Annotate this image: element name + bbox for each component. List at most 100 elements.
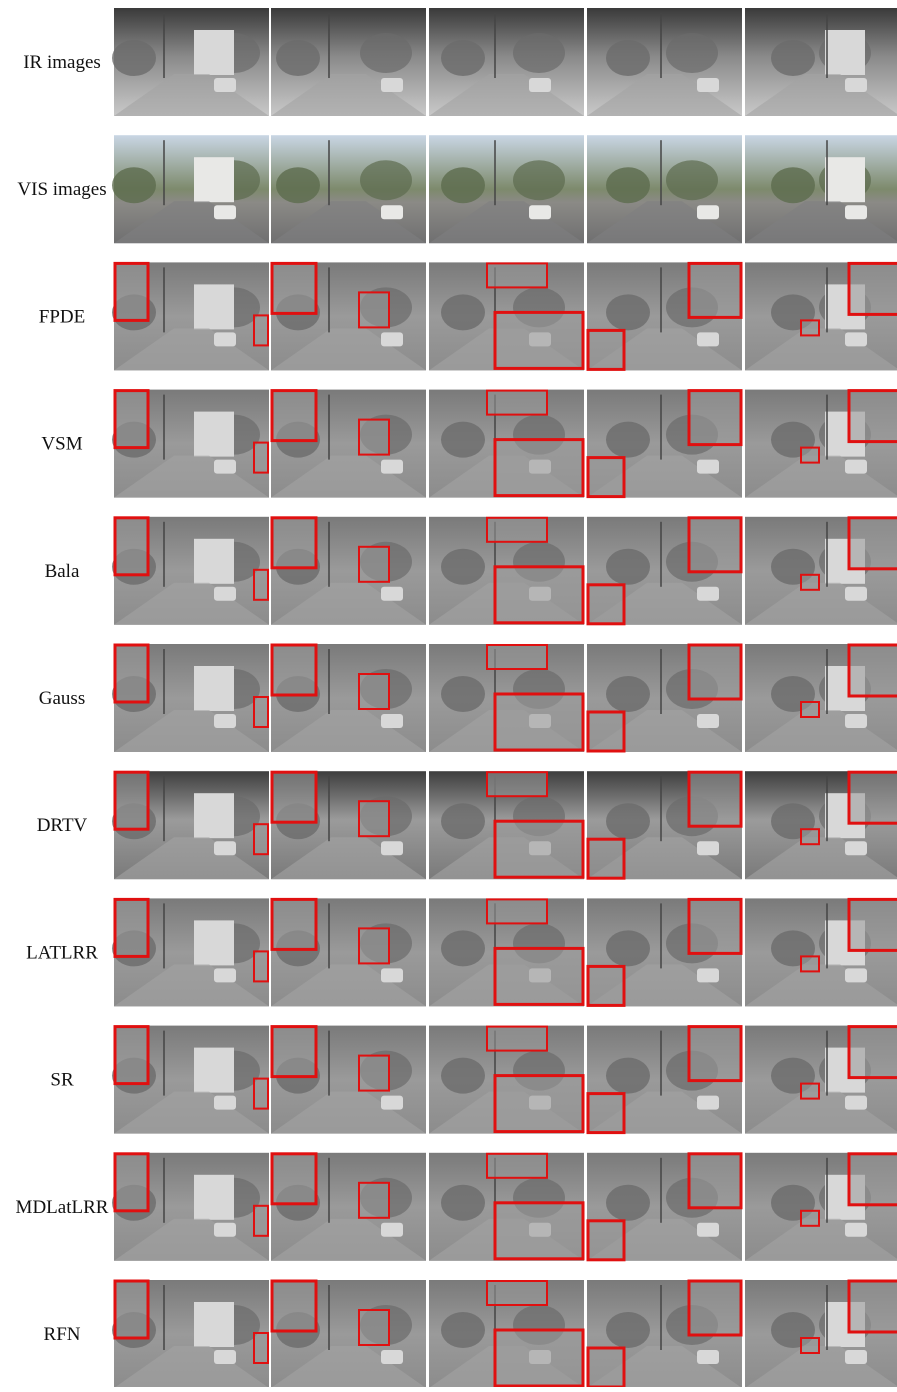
image-panel bbox=[587, 771, 742, 879]
zoom-inset bbox=[359, 674, 389, 709]
image-panel bbox=[271, 771, 426, 879]
zoom-inset bbox=[115, 1281, 148, 1338]
tree bbox=[666, 33, 718, 73]
zoom-inset bbox=[849, 518, 897, 569]
zoom-inset bbox=[254, 951, 268, 981]
image-panel bbox=[587, 644, 742, 752]
building bbox=[194, 157, 234, 202]
car bbox=[697, 1223, 719, 1237]
tree bbox=[441, 803, 485, 839]
zoom-inset bbox=[495, 821, 583, 877]
car bbox=[214, 460, 236, 474]
image-panel bbox=[587, 8, 742, 116]
image-panel bbox=[745, 1026, 897, 1134]
image-panel bbox=[429, 898, 584, 1006]
car bbox=[697, 1350, 719, 1364]
tree bbox=[606, 422, 650, 458]
tree bbox=[441, 549, 485, 585]
car bbox=[214, 841, 236, 855]
tree bbox=[360, 160, 412, 200]
zoom-inset bbox=[689, 899, 741, 953]
tree bbox=[606, 167, 650, 203]
zoom-inset bbox=[254, 443, 268, 473]
zoom-inset bbox=[254, 1333, 268, 1363]
zoom-inset bbox=[487, 645, 547, 669]
car bbox=[529, 78, 551, 92]
image-panel bbox=[429, 1153, 584, 1261]
zoom-inset bbox=[588, 1348, 624, 1387]
zoom-inset bbox=[849, 1027, 897, 1078]
zoom-inset bbox=[487, 391, 547, 415]
zoom-inset bbox=[801, 320, 819, 335]
image-panel bbox=[429, 517, 584, 625]
image-panel bbox=[587, 390, 742, 498]
zoom-inset bbox=[588, 458, 624, 497]
zoom-inset bbox=[359, 1183, 389, 1218]
car bbox=[214, 587, 236, 601]
tree bbox=[441, 1312, 485, 1348]
image-panel bbox=[112, 517, 269, 625]
image-panel bbox=[112, 8, 269, 116]
zoom-inset bbox=[254, 1079, 268, 1109]
zoom-inset bbox=[801, 829, 819, 844]
building bbox=[194, 666, 234, 711]
image-panel bbox=[745, 771, 897, 879]
car bbox=[845, 205, 867, 219]
car bbox=[381, 1223, 403, 1237]
tree bbox=[606, 1185, 650, 1221]
car bbox=[381, 460, 403, 474]
zoom-inset bbox=[254, 1206, 268, 1236]
zoom-inset bbox=[359, 292, 389, 327]
image-panel bbox=[271, 8, 426, 116]
image-panel bbox=[429, 1280, 584, 1387]
car bbox=[697, 205, 719, 219]
building bbox=[194, 30, 234, 75]
image-panel bbox=[429, 8, 584, 116]
car bbox=[845, 1223, 867, 1237]
zoom-inset bbox=[689, 391, 741, 445]
tree bbox=[441, 1058, 485, 1094]
tree bbox=[441, 40, 485, 76]
car bbox=[381, 1350, 403, 1364]
image-panel bbox=[271, 135, 426, 243]
zoom-inset bbox=[115, 899, 148, 956]
building bbox=[194, 793, 234, 838]
image-panel bbox=[112, 390, 269, 498]
row-label: IR images bbox=[23, 52, 101, 73]
tree bbox=[112, 40, 156, 76]
car bbox=[381, 587, 403, 601]
car bbox=[381, 332, 403, 346]
zoom-inset bbox=[849, 1154, 897, 1205]
building bbox=[194, 284, 234, 329]
tree bbox=[360, 33, 412, 73]
tree bbox=[112, 167, 156, 203]
zoom-inset bbox=[495, 1203, 583, 1259]
image-panel bbox=[587, 1026, 742, 1134]
zoom-inset bbox=[272, 1027, 316, 1077]
image-panel bbox=[587, 517, 742, 625]
tree bbox=[771, 40, 815, 76]
zoom-inset bbox=[495, 312, 583, 368]
tree bbox=[606, 676, 650, 712]
image-panel bbox=[745, 135, 897, 243]
row-label: Bala bbox=[45, 561, 80, 582]
zoom-inset bbox=[115, 1154, 148, 1211]
image-panel bbox=[429, 1026, 584, 1134]
zoom-inset bbox=[487, 899, 547, 923]
tree bbox=[441, 167, 485, 203]
image-panel bbox=[429, 390, 584, 498]
image-panel bbox=[271, 898, 426, 1006]
image-panel bbox=[745, 898, 897, 1006]
row-label: Gauss bbox=[39, 688, 85, 709]
row-label: FPDE bbox=[39, 306, 85, 327]
car bbox=[697, 332, 719, 346]
car bbox=[214, 1350, 236, 1364]
image-panel bbox=[745, 1153, 897, 1261]
tree bbox=[513, 160, 565, 200]
car bbox=[697, 1096, 719, 1110]
zoom-inset bbox=[588, 712, 624, 751]
zoom-inset bbox=[254, 824, 268, 854]
zoom-inset bbox=[495, 948, 583, 1004]
zoom-inset bbox=[588, 1094, 624, 1133]
zoom-inset bbox=[254, 697, 268, 727]
